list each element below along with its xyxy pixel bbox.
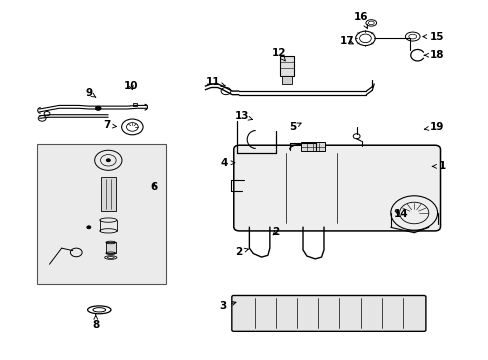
Text: 6: 6 <box>150 182 158 192</box>
Text: 16: 16 <box>353 12 368 28</box>
Text: 10: 10 <box>124 81 138 91</box>
Text: 9: 9 <box>86 88 96 98</box>
FancyBboxPatch shape <box>231 296 425 331</box>
Text: 19: 19 <box>424 122 444 132</box>
Text: 3: 3 <box>219 301 236 311</box>
Text: 14: 14 <box>393 209 408 219</box>
Bar <box>133 103 137 106</box>
Circle shape <box>87 226 91 229</box>
Text: 12: 12 <box>271 48 285 61</box>
Text: 11: 11 <box>205 77 225 87</box>
Bar <box>300 142 325 151</box>
Text: 7: 7 <box>103 121 116 130</box>
Text: 2: 2 <box>235 247 248 257</box>
Text: 1: 1 <box>431 161 445 171</box>
Text: 18: 18 <box>424 50 444 60</box>
Text: 13: 13 <box>234 111 252 121</box>
Circle shape <box>95 106 101 111</box>
Bar <box>279 56 294 76</box>
Text: 15: 15 <box>422 32 444 41</box>
Bar <box>37 144 166 284</box>
Text: 2: 2 <box>272 227 279 237</box>
FancyBboxPatch shape <box>233 145 440 231</box>
Circle shape <box>106 159 110 162</box>
Bar <box>101 177 116 211</box>
Text: 17: 17 <box>339 36 353 46</box>
Text: 4: 4 <box>220 158 234 168</box>
Bar <box>106 243 116 253</box>
Bar <box>281 76 292 84</box>
Text: 5: 5 <box>289 122 301 132</box>
Text: 8: 8 <box>92 315 99 330</box>
